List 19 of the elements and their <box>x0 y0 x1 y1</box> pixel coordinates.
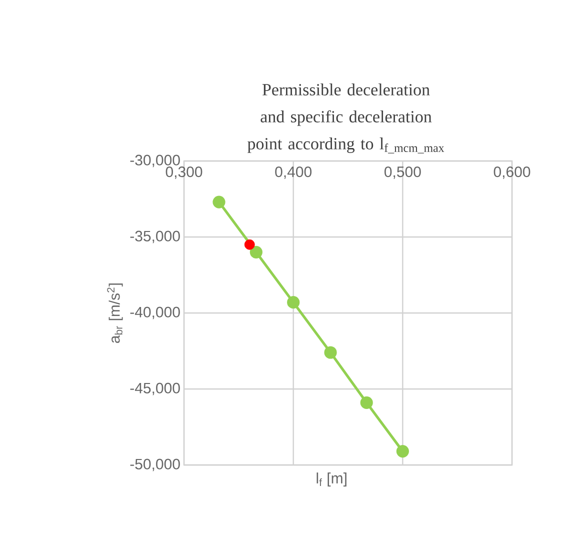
y-tick-label: -35,000 <box>130 230 180 244</box>
point <box>212 196 226 208</box>
point <box>324 346 337 359</box>
y-tick-label: -45,000 <box>130 382 180 396</box>
point <box>250 246 262 258</box>
point <box>287 296 300 309</box>
x-tick-label: 0,600 <box>494 166 530 179</box>
chart-title: Permissible deceleration and specific deceleration point according to l$_{f_mcm_max}$ <box>248 84 444 154</box>
x-axis-title: l$_{f}$ [m] <box>316 472 346 486</box>
point <box>396 445 409 458</box>
y-tick-label: -50,000 <box>130 458 180 472</box>
x-tick-label: 0,500 <box>384 166 421 179</box>
y-axis-title: a$_{br}$ [m/s$^{2}$] <box>107 283 123 343</box>
y-tick-label: -30,000 <box>130 154 180 168</box>
x-tick-label: 0,300 <box>166 166 202 179</box>
y-tick-label: -40,000 <box>130 306 180 320</box>
x-tick-label: 0,400 <box>275 166 312 179</box>
point <box>360 396 373 409</box>
point <box>244 239 255 250</box>
